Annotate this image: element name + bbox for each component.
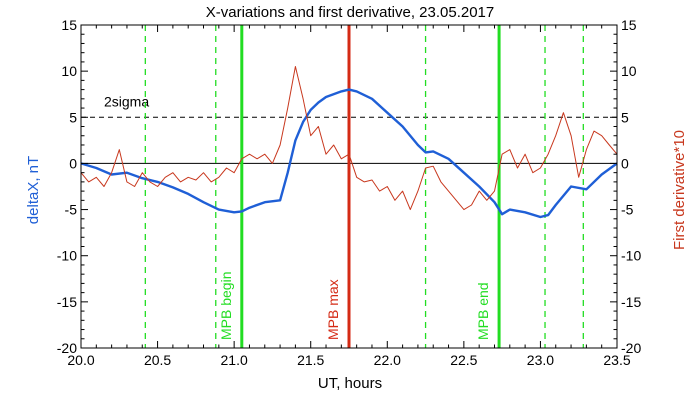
vertical-marker-label-2: MPB begin xyxy=(218,272,234,340)
x-tick-label-1: 20.5 xyxy=(144,352,171,368)
y-axis-right-label: First derivative*10 xyxy=(671,130,688,250)
y-tick-label-left-3: -5 xyxy=(65,202,78,218)
y-tick-label-left-5: 5 xyxy=(69,109,77,125)
chart-title: X-variations and first derivative, 23.05… xyxy=(206,4,495,21)
x-tick-label-2: 21.0 xyxy=(221,352,248,368)
y-axis-left-label: deltaX, nT xyxy=(25,156,42,224)
y-tick-label-right-2: -10 xyxy=(621,248,641,264)
y-tick-label-left-4: 0 xyxy=(69,155,77,171)
plot-frame xyxy=(80,24,618,349)
vertical-marker-label-3: MPB max xyxy=(325,279,341,340)
x-tick-label-3: 21.5 xyxy=(297,352,324,368)
y-tick-label-right-0: -20 xyxy=(621,340,641,356)
x-tick-label-5: 22.5 xyxy=(450,352,477,368)
y-tick-label-right-7: 15 xyxy=(621,17,637,33)
series-line-0 xyxy=(80,88,618,219)
y-tick-label-left-0: -20 xyxy=(57,340,77,356)
y-tick-label-left-1: -15 xyxy=(57,294,77,310)
series-line-1 xyxy=(80,66,618,211)
threshold-label: 2sigma xyxy=(104,93,149,109)
y-tick-label-right-6: 10 xyxy=(621,63,637,79)
x-axis-label: UT, hours xyxy=(318,375,382,392)
y-tick-label-right-1: -15 xyxy=(621,294,641,310)
x-tick-label-0: 20.0 xyxy=(67,352,94,368)
y-tick-label-left-6: 10 xyxy=(61,63,77,79)
plot-layer: 2sigma MPB begin MPB max MPB end 20.0 20.5 21.… xyxy=(57,17,642,368)
x-tick-label-7: 23.5 xyxy=(603,352,630,368)
vertical-marker-label-5: MPB end xyxy=(475,282,491,340)
y-tick-label-right-4: 0 xyxy=(621,155,629,171)
y-tick-label-left-7: 15 xyxy=(61,17,77,33)
x-tick-label-6: 23.0 xyxy=(527,352,554,368)
y-tick-label-left-2: -10 xyxy=(57,248,77,264)
y-tick-label-right-5: 5 xyxy=(621,109,629,125)
y-tick-label-right-3: -5 xyxy=(621,202,634,218)
x-tick-label-4: 22.0 xyxy=(374,352,401,368)
